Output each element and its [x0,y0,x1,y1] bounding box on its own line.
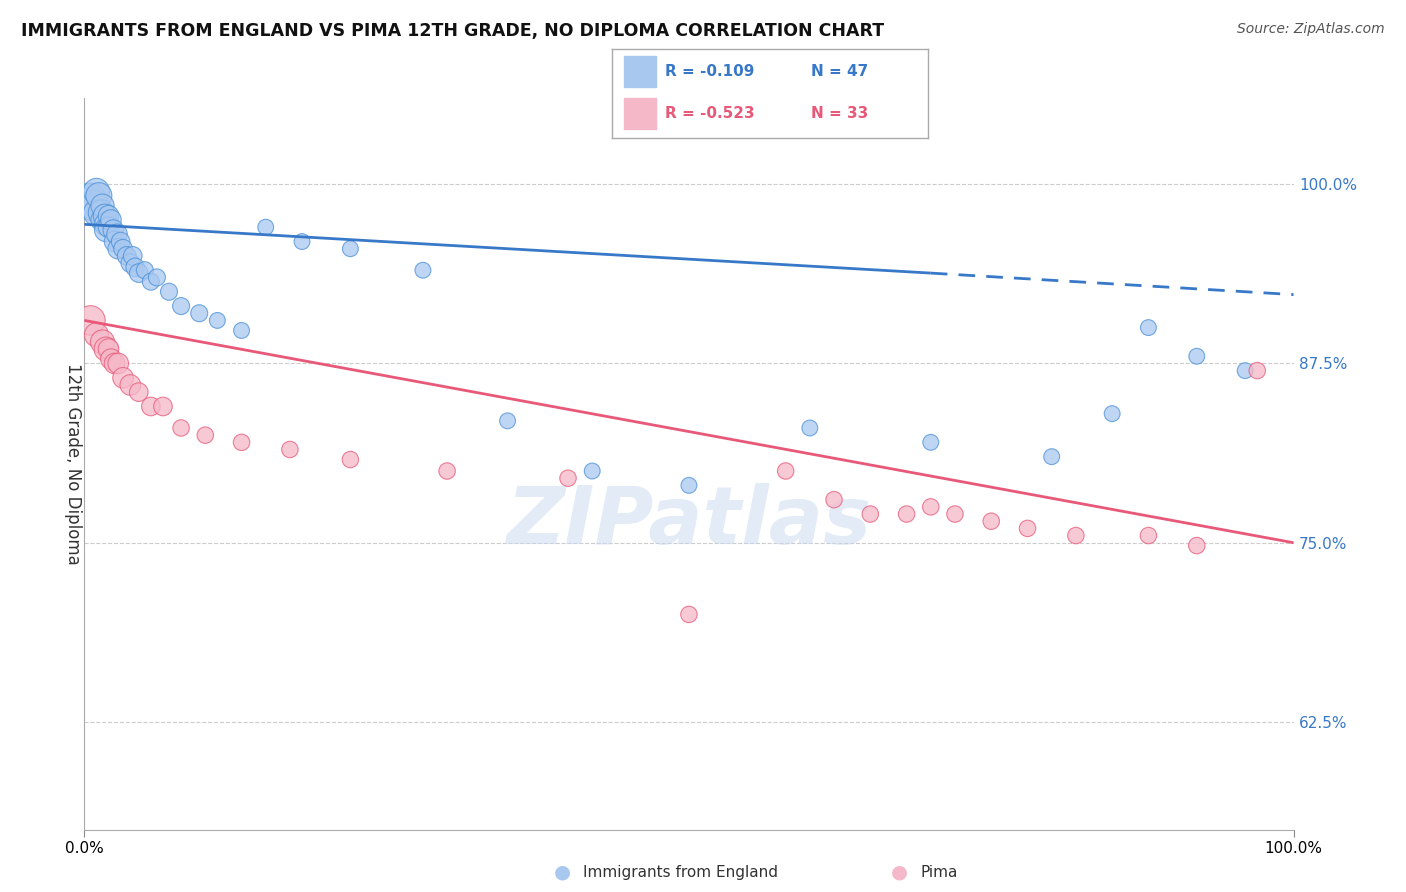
Text: N = 33: N = 33 [811,106,868,121]
Point [678,607,700,622]
Point [97,220,120,235]
Point [103,223,125,237]
Point [896,507,918,521]
Point [104,235,127,249]
Point [231,323,253,337]
Point [557,471,579,485]
Text: Source: ZipAtlas.com: Source: ZipAtlas.com [1237,22,1385,37]
Point [112,242,135,256]
Point [678,478,700,492]
Point [231,435,253,450]
Text: R = -0.523: R = -0.523 [665,106,755,121]
Point [188,306,211,320]
Point [104,356,127,370]
Point [823,492,845,507]
Text: Pima: Pima [921,865,959,880]
Point [436,464,458,478]
Point [859,507,882,521]
Point [86,185,108,199]
Point [91,199,114,213]
Point [91,213,114,227]
Point [100,213,122,227]
Point [581,464,603,478]
Point [254,220,277,235]
Text: N = 47: N = 47 [811,64,868,79]
Point [121,249,143,263]
Point [83,199,105,213]
Point [339,242,361,256]
Point [1137,320,1160,334]
Point [124,260,146,275]
Point [94,223,117,237]
Bar [624,56,655,87]
Point [1017,521,1039,535]
Point [87,188,110,202]
Point [1246,363,1268,377]
Point [139,400,162,414]
Text: ●: ● [554,863,571,882]
Point [1040,450,1063,464]
Point [86,327,108,342]
Point [775,464,797,478]
Point [799,421,821,435]
Point [94,209,117,223]
Point [170,299,193,313]
Point [496,414,519,428]
Point [170,421,193,435]
Point [980,514,1002,528]
Point [1064,528,1087,542]
Point [139,275,162,289]
Point [105,227,128,242]
Point [207,313,229,327]
Point [115,249,138,263]
Point [97,342,120,356]
Text: IMMIGRANTS FROM ENGLAND VS PIMA 12TH GRADE, NO DIPLOMA CORRELATION CHART: IMMIGRANTS FROM ENGLAND VS PIMA 12TH GRA… [21,22,884,40]
Text: ●: ● [891,863,908,882]
Point [86,206,108,220]
Point [1137,528,1160,542]
Text: Immigrants from England: Immigrants from England [583,865,779,880]
Point [112,371,135,385]
Bar [624,98,655,129]
Point [79,192,101,206]
Point [79,313,101,327]
Point [110,235,132,249]
Point [339,452,361,467]
Point [100,352,122,367]
Point [278,442,301,457]
Point [1101,407,1123,421]
Point [920,435,942,450]
Point [91,334,114,349]
Point [134,263,156,277]
Point [152,400,174,414]
Point [194,428,217,442]
Text: R = -0.109: R = -0.109 [665,64,755,79]
Point [1234,363,1257,377]
Point [97,209,120,223]
Point [920,500,942,514]
Point [107,356,129,370]
Text: ZIPatlas: ZIPatlas [506,483,872,561]
Point [412,263,434,277]
Point [94,217,117,231]
Point [107,242,129,256]
Point [157,285,180,299]
Point [943,507,966,521]
Point [291,235,314,249]
Point [120,378,142,392]
Point [120,256,142,270]
Point [128,266,150,280]
Point [146,270,169,285]
Point [94,342,117,356]
Point [128,385,150,400]
Point [90,206,112,220]
Point [1185,539,1208,553]
Point [1185,349,1208,363]
Y-axis label: 12th Grade, No Diploma: 12th Grade, No Diploma [63,363,82,565]
